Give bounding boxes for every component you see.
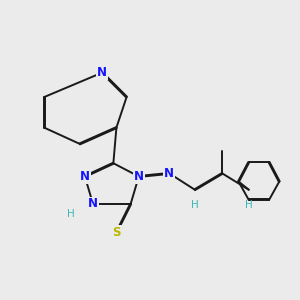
- Text: N: N: [134, 170, 144, 183]
- Text: N: N: [164, 167, 174, 180]
- Text: N: N: [88, 197, 98, 210]
- Text: H: H: [245, 200, 253, 210]
- Text: S: S: [112, 226, 121, 239]
- Text: H: H: [67, 209, 74, 219]
- Text: N: N: [97, 66, 107, 79]
- Text: H: H: [191, 200, 199, 210]
- Text: N: N: [80, 170, 90, 183]
